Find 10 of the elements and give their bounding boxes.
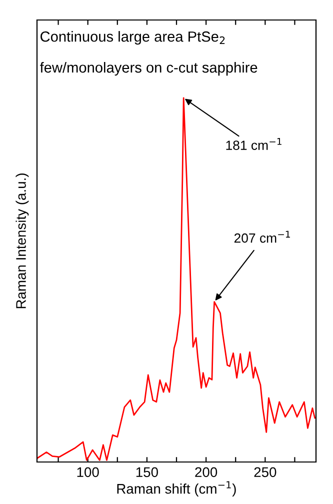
chart-subtitle: few/monolayers on c-cut sapphire: [40, 62, 258, 76]
x-axis-title: Raman shift (cm$^{−1}$): [117, 481, 236, 496]
x-tick-label: 100: [77, 467, 99, 478]
x-tick-label: 150: [136, 467, 158, 478]
chart-title: Continuous large area PtSe$_{2}$: [40, 31, 225, 45]
annotation: 181 cm$^{−1}$: [226, 138, 282, 150]
annotation: 207 cm$^{−1}$: [234, 230, 290, 243]
x-tick-label: 200: [195, 467, 218, 478]
x-tick-label: 250: [254, 467, 276, 478]
y-axis-title: Raman Intensity (a.u.): [16, 174, 29, 308]
